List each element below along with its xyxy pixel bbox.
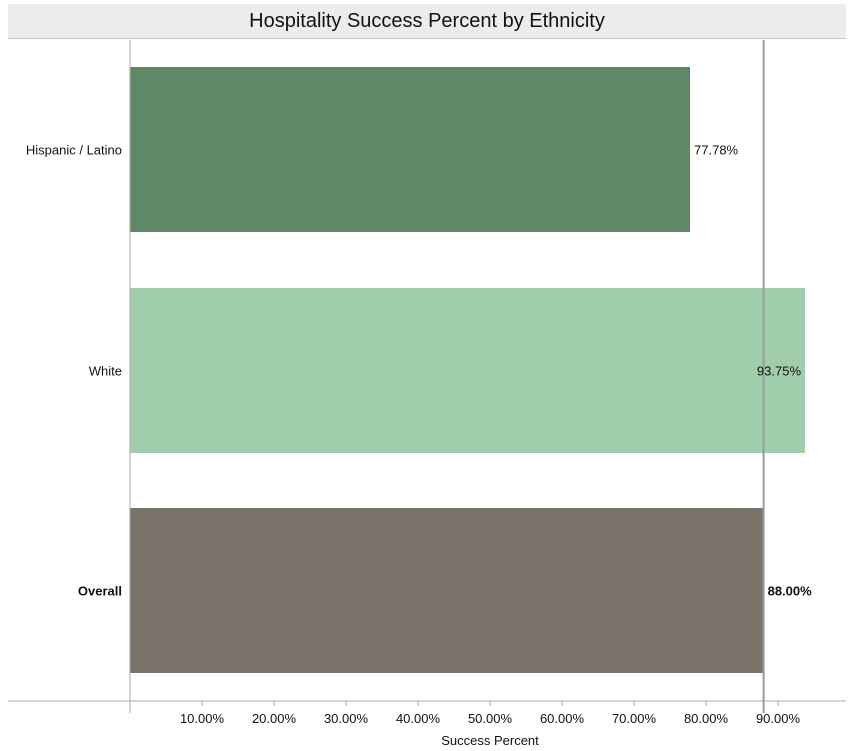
- value-label-hispanic-latino: 77.78%: [694, 143, 739, 158]
- x-tick-label: 10.00%: [180, 711, 225, 726]
- x-tick-label: 70.00%: [612, 711, 657, 726]
- x-axis-title: Success Percent: [441, 733, 539, 748]
- x-tick-label: 20.00%: [252, 711, 297, 726]
- value-label-white: 93.75%: [757, 364, 802, 379]
- bar-white: [130, 288, 805, 453]
- x-tick-label: 80.00%: [684, 711, 729, 726]
- category-label-overall: Overall: [78, 584, 122, 599]
- x-tick-label: 40.00%: [396, 711, 441, 726]
- category-label-white: White: [89, 364, 122, 379]
- value-label-overall: 88.00%: [768, 584, 813, 599]
- bar-overall: [130, 508, 764, 673]
- chart-title: Hospitality Success Percent by Ethnicity: [8, 4, 846, 39]
- x-tick-label: 50.00%: [468, 711, 513, 726]
- x-tick-label: 30.00%: [324, 711, 369, 726]
- x-tick-label: 90.00%: [756, 711, 801, 726]
- bar-hispanic-latino: [130, 67, 691, 232]
- x-tick-label: 60.00%: [540, 711, 585, 726]
- category-label-hispanic-latino: Hispanic / Latino: [26, 143, 122, 158]
